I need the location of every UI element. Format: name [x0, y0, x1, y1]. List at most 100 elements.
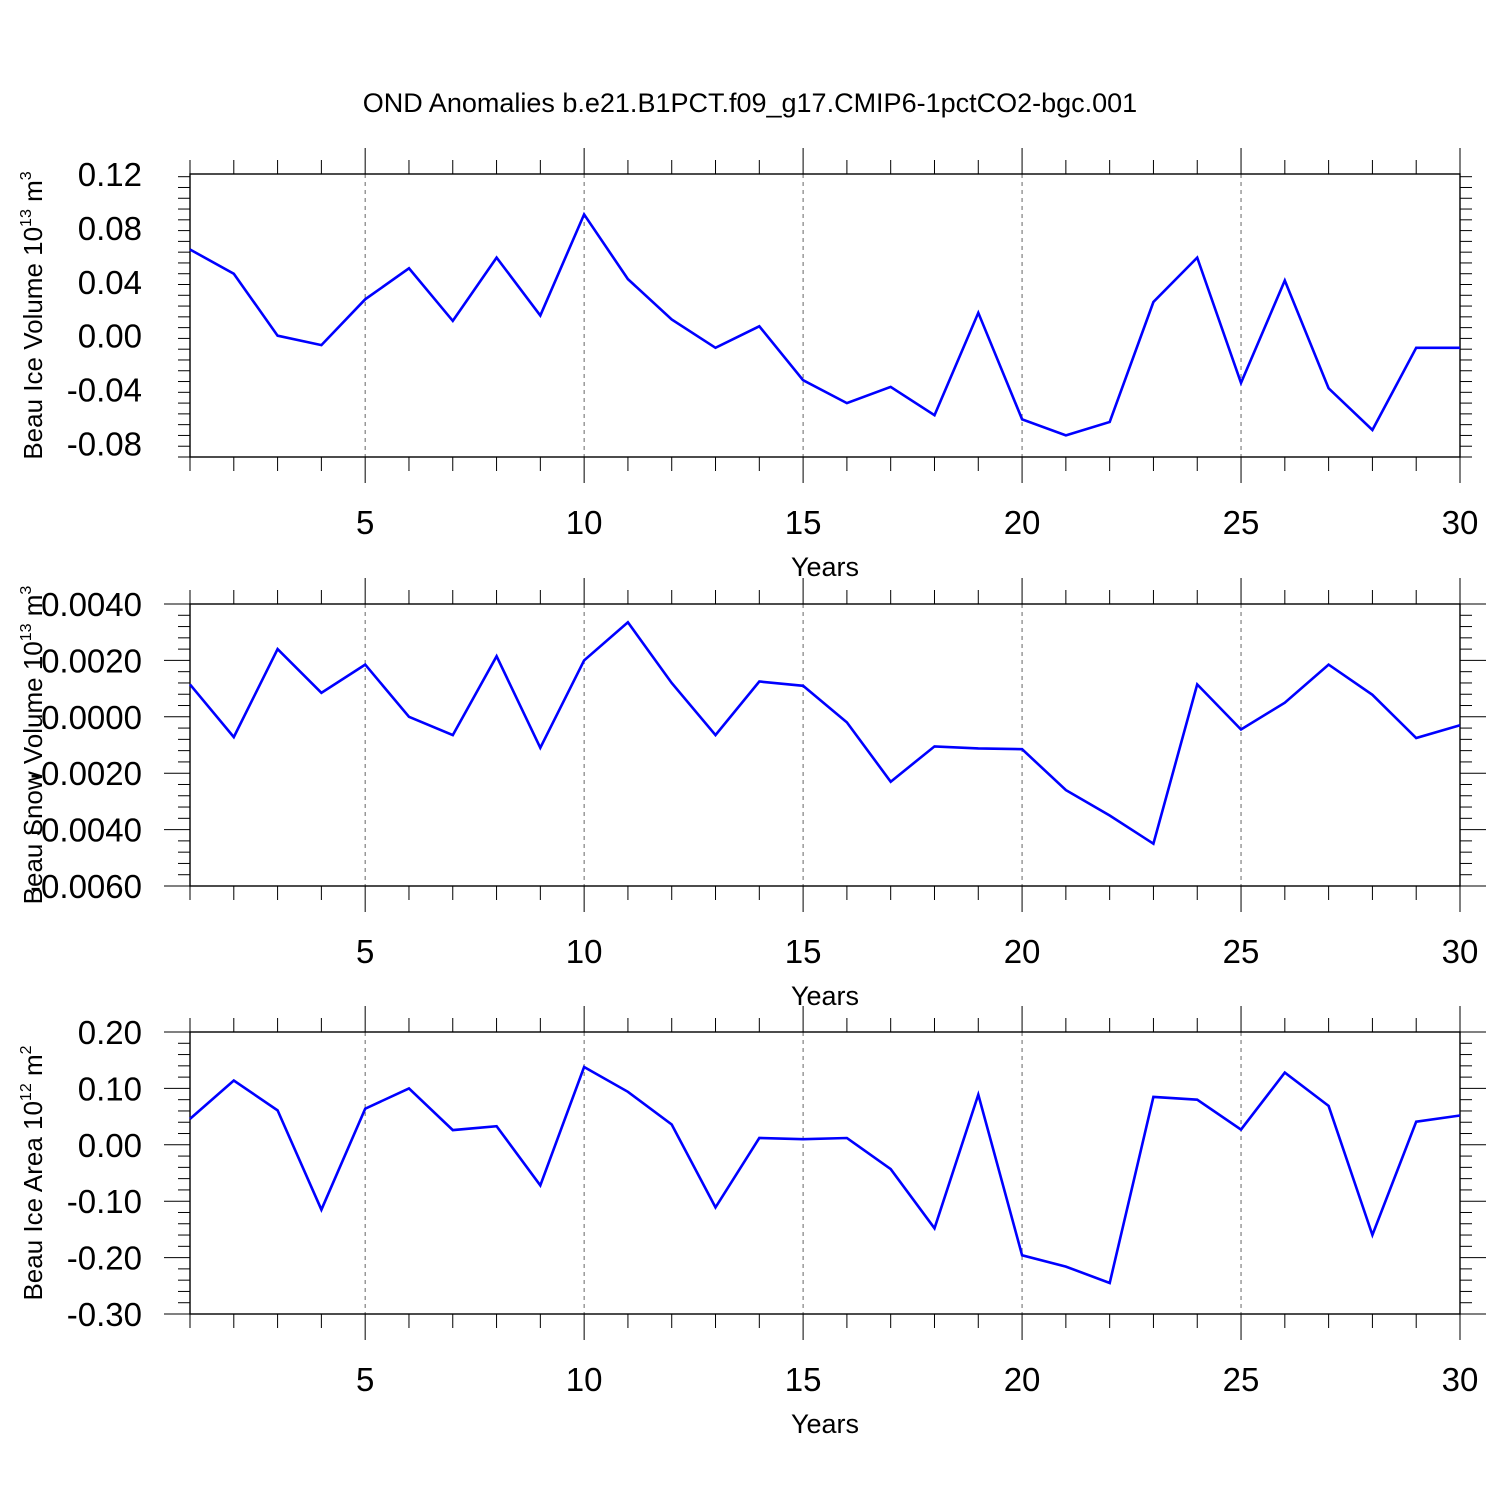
data-point: [188, 682, 192, 686]
plot-frame: [189, 173, 1461, 458]
x-tick-label: 30: [1442, 933, 1479, 970]
x-tick-label: 25: [1223, 504, 1260, 541]
x-tick-label: 10: [566, 933, 603, 970]
data-point: [626, 620, 630, 624]
data-point: [889, 1167, 893, 1171]
data-point: [626, 1090, 630, 1094]
data-point: [1195, 1098, 1199, 1102]
data-point: [1414, 1120, 1418, 1124]
y-tick-label: -0.08: [67, 426, 142, 463]
data-point: [538, 1183, 542, 1187]
data-point: [1414, 736, 1418, 740]
data-point: [232, 1079, 236, 1083]
plot-frame: [189, 603, 1461, 887]
data-point: [407, 266, 411, 270]
y-tick-label: 0.12: [78, 156, 142, 193]
data-point: [932, 744, 936, 748]
x-tick-label: 15: [785, 933, 822, 970]
data-point: [495, 1124, 499, 1128]
data-point: [1370, 693, 1374, 697]
y-tick-label: 0.00: [78, 318, 142, 355]
data-point: [1283, 278, 1287, 282]
data-point: [1283, 701, 1287, 705]
data-point: [670, 318, 674, 322]
data-point: [626, 277, 630, 281]
y-tick-label: -0.0020: [30, 755, 142, 792]
x-axis-label: Years: [791, 981, 859, 1011]
y-tick-label: 0.08: [78, 210, 142, 247]
data-point: [1370, 428, 1374, 432]
x-tick-label: 5: [356, 1361, 374, 1398]
data-point: [932, 413, 936, 417]
data-point: [276, 647, 280, 651]
data-point: [1108, 814, 1112, 818]
data-point: [1239, 727, 1243, 731]
data-point: [670, 1122, 674, 1126]
data-point: [757, 324, 761, 328]
data-point: [1458, 723, 1462, 727]
x-tick-label: 10: [566, 504, 603, 541]
data-point: [845, 1136, 849, 1140]
y-tick-label: 0.04: [78, 264, 142, 301]
panel-2: 0.0040 0.0020 0.0000 -0.0020 -0.0040 -0.0060 5…: [18, 578, 1486, 1011]
x-tick-label: 15: [785, 504, 822, 541]
x-tick-label: 5: [356, 504, 374, 541]
y-tick-label: 0.10: [78, 1070, 142, 1107]
x-tick-label: 20: [1004, 504, 1041, 541]
data-point: [932, 1226, 936, 1230]
y-axis-label: Beau Ice Area 1012 m2: [18, 1045, 48, 1300]
y-tick-label: 0.20: [78, 1014, 142, 1051]
x-axis-label: Years: [791, 552, 859, 582]
figure-title: OND Anomalies b.e21.B1PCT.f09_g17.CMIP6-…: [363, 88, 1137, 118]
data-point: [1414, 346, 1418, 350]
panel-1: 0.12 0.08 0.04 0.00 -0.04 -0.08 5 10 15 20 25 30 Yea…: [18, 148, 1478, 582]
y-tick-label: -0.30: [67, 1296, 142, 1333]
data-point: [1458, 1113, 1462, 1117]
x-tick-label: 20: [1004, 933, 1041, 970]
data-point: [451, 733, 455, 737]
data-point: [188, 1117, 192, 1121]
data-point: [1327, 1104, 1331, 1108]
y-tick-label: -0.0060: [30, 868, 142, 905]
series-line: [189, 1065, 1461, 1285]
data-point: [845, 401, 849, 405]
data-point: [451, 319, 455, 323]
x-tick-label: 25: [1223, 933, 1260, 970]
data-point: [319, 343, 323, 347]
data-point: [1239, 1128, 1243, 1132]
x-tick-label: 10: [566, 1361, 603, 1398]
data-point: [889, 780, 893, 784]
y-tick-label: -0.04: [67, 372, 142, 409]
data-point: [1327, 663, 1331, 667]
data-point: [319, 1208, 323, 1212]
x-tick-label: 30: [1442, 1361, 1479, 1398]
x-axis-label: Years: [791, 1409, 859, 1439]
data-point: [363, 1107, 367, 1111]
data-point: [889, 385, 893, 389]
data-point: [363, 297, 367, 301]
data-point: [976, 1093, 980, 1097]
data-point: [582, 658, 586, 662]
data-point: [363, 663, 367, 667]
data-point: [232, 272, 236, 276]
data-point: [1108, 420, 1112, 424]
data-point: [1108, 1281, 1112, 1285]
series-line: [189, 620, 1461, 846]
data-point: [1370, 1233, 1374, 1237]
data-point: [1458, 346, 1462, 350]
data-point: [714, 1205, 718, 1209]
data-point: [1195, 682, 1199, 686]
data-point: [757, 680, 761, 684]
data-point: [538, 314, 542, 318]
y-tick-label: -0.20: [67, 1240, 142, 1277]
data-point: [232, 735, 236, 739]
y-tick-label: 0.00: [78, 1127, 142, 1164]
data-point: [1020, 417, 1024, 421]
data-point: [495, 654, 499, 658]
x-tick-label: 5: [356, 933, 374, 970]
data-point: [495, 256, 499, 260]
plot-frame: [189, 1031, 1461, 1315]
data-point: [1151, 1095, 1155, 1099]
x-tick-label: 25: [1223, 1361, 1260, 1398]
data-point: [1327, 386, 1331, 390]
